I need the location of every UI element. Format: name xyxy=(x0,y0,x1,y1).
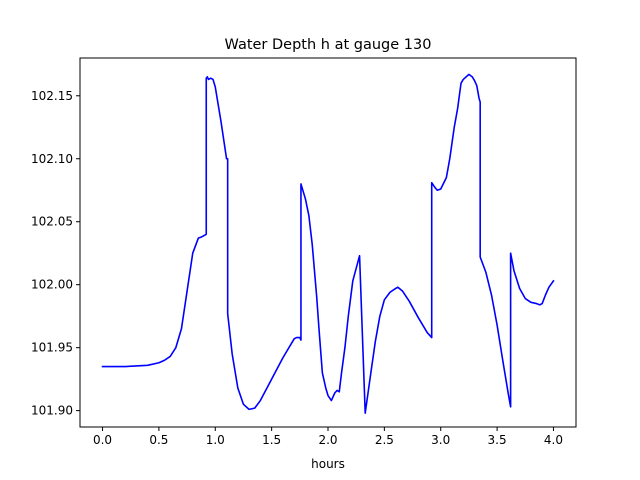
y-tick-label: 101.90 xyxy=(31,404,73,418)
series-line-0 xyxy=(101,73,555,414)
plot-area: 0.0 0.5 1.0 1.5 2.0 2.5 3.0 3.5 4.0 101.90 101.95 1… xyxy=(31,57,577,447)
x-tick-label: 3.0 xyxy=(431,433,450,447)
y-tick-label: 101.95 xyxy=(31,341,73,355)
x-tick-label: 1.5 xyxy=(262,433,281,447)
x-tick-label: 3.5 xyxy=(488,433,507,447)
axes-frame xyxy=(79,57,577,428)
x-tick-label: 4.0 xyxy=(544,433,563,447)
x-tick-label: 2.5 xyxy=(375,433,394,447)
y-tick-label: 102.15 xyxy=(31,89,73,103)
y-tick-label: 102.00 xyxy=(31,278,73,292)
x-tick-label: 0.0 xyxy=(93,433,112,447)
y-tick-label: 102.05 xyxy=(31,215,73,229)
chart-title: Water Depth h at gauge 130 xyxy=(225,37,432,53)
x-tick-label: 0.5 xyxy=(149,433,168,447)
y-tick-label: 102.10 xyxy=(31,152,73,166)
x-tick-label: 1.0 xyxy=(206,433,225,447)
x-axis-label: hours xyxy=(311,457,345,471)
x-tick-label: 2.0 xyxy=(318,433,337,447)
